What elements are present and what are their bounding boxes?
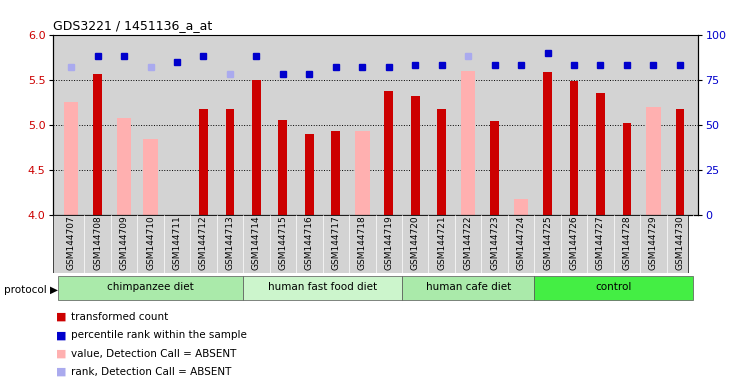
- Bar: [225, 109, 234, 215]
- Bar: [143, 139, 158, 215]
- Bar: [623, 123, 632, 215]
- Text: GSM144712: GSM144712: [199, 215, 208, 270]
- Bar: [305, 134, 314, 215]
- Bar: [279, 120, 287, 215]
- Bar: [437, 109, 446, 215]
- Text: human cafe diet: human cafe diet: [426, 283, 511, 293]
- Text: GSM144709: GSM144709: [119, 215, 128, 270]
- Text: human fast food diet: human fast food diet: [268, 283, 377, 293]
- Text: GSM144722: GSM144722: [463, 215, 472, 270]
- Text: control: control: [596, 283, 632, 293]
- Text: GSM144721: GSM144721: [437, 215, 446, 270]
- Text: value, Detection Call = ABSENT: value, Detection Call = ABSENT: [71, 349, 237, 359]
- Text: GSM144726: GSM144726: [569, 215, 578, 270]
- Bar: [534, 276, 693, 300]
- Bar: [116, 118, 131, 215]
- Text: GSM144710: GSM144710: [146, 215, 155, 270]
- Text: GSM144713: GSM144713: [225, 215, 234, 270]
- Text: GSM144708: GSM144708: [93, 215, 102, 270]
- Text: ■: ■: [56, 330, 67, 340]
- Text: GSM144718: GSM144718: [357, 215, 366, 270]
- Bar: [490, 121, 499, 215]
- Text: GSM144725: GSM144725: [543, 215, 552, 270]
- Bar: [514, 199, 529, 215]
- Bar: [355, 131, 369, 215]
- Bar: [411, 96, 420, 215]
- Bar: [385, 91, 393, 215]
- Bar: [199, 109, 208, 215]
- Bar: [64, 102, 78, 215]
- Bar: [570, 81, 578, 215]
- Text: GDS3221 / 1451136_a_at: GDS3221 / 1451136_a_at: [53, 19, 212, 32]
- Bar: [461, 71, 475, 215]
- Bar: [543, 73, 552, 215]
- Text: GSM144716: GSM144716: [305, 215, 314, 270]
- Bar: [646, 107, 661, 215]
- Text: GSM144707: GSM144707: [67, 215, 76, 270]
- Text: GSM144729: GSM144729: [649, 215, 658, 270]
- Bar: [596, 93, 605, 215]
- Text: chimpanzee diet: chimpanzee diet: [107, 283, 194, 293]
- Text: ■: ■: [56, 367, 67, 377]
- Text: GSM144720: GSM144720: [411, 215, 420, 270]
- Text: GSM144728: GSM144728: [623, 215, 632, 270]
- Text: rank, Detection Call = ABSENT: rank, Detection Call = ABSENT: [71, 367, 232, 377]
- Text: transformed count: transformed count: [71, 312, 168, 322]
- Text: GSM144711: GSM144711: [173, 215, 182, 270]
- Text: GSM144717: GSM144717: [331, 215, 340, 270]
- Bar: [243, 276, 402, 300]
- Text: GSM144730: GSM144730: [675, 215, 684, 270]
- Bar: [93, 74, 102, 215]
- Bar: [331, 131, 340, 215]
- Text: ■: ■: [56, 312, 67, 322]
- Text: protocol ▶: protocol ▶: [4, 285, 58, 295]
- Text: ■: ■: [56, 349, 67, 359]
- Text: GSM144719: GSM144719: [385, 215, 394, 270]
- Text: GSM144714: GSM144714: [252, 215, 261, 270]
- Text: GSM144727: GSM144727: [596, 215, 605, 270]
- Text: GSM144724: GSM144724: [517, 215, 526, 270]
- Bar: [252, 80, 261, 215]
- Bar: [676, 109, 684, 215]
- Text: GSM144723: GSM144723: [490, 215, 499, 270]
- Bar: [58, 276, 243, 300]
- Text: GSM144715: GSM144715: [279, 215, 288, 270]
- Text: percentile rank within the sample: percentile rank within the sample: [71, 330, 247, 340]
- Bar: [402, 276, 534, 300]
